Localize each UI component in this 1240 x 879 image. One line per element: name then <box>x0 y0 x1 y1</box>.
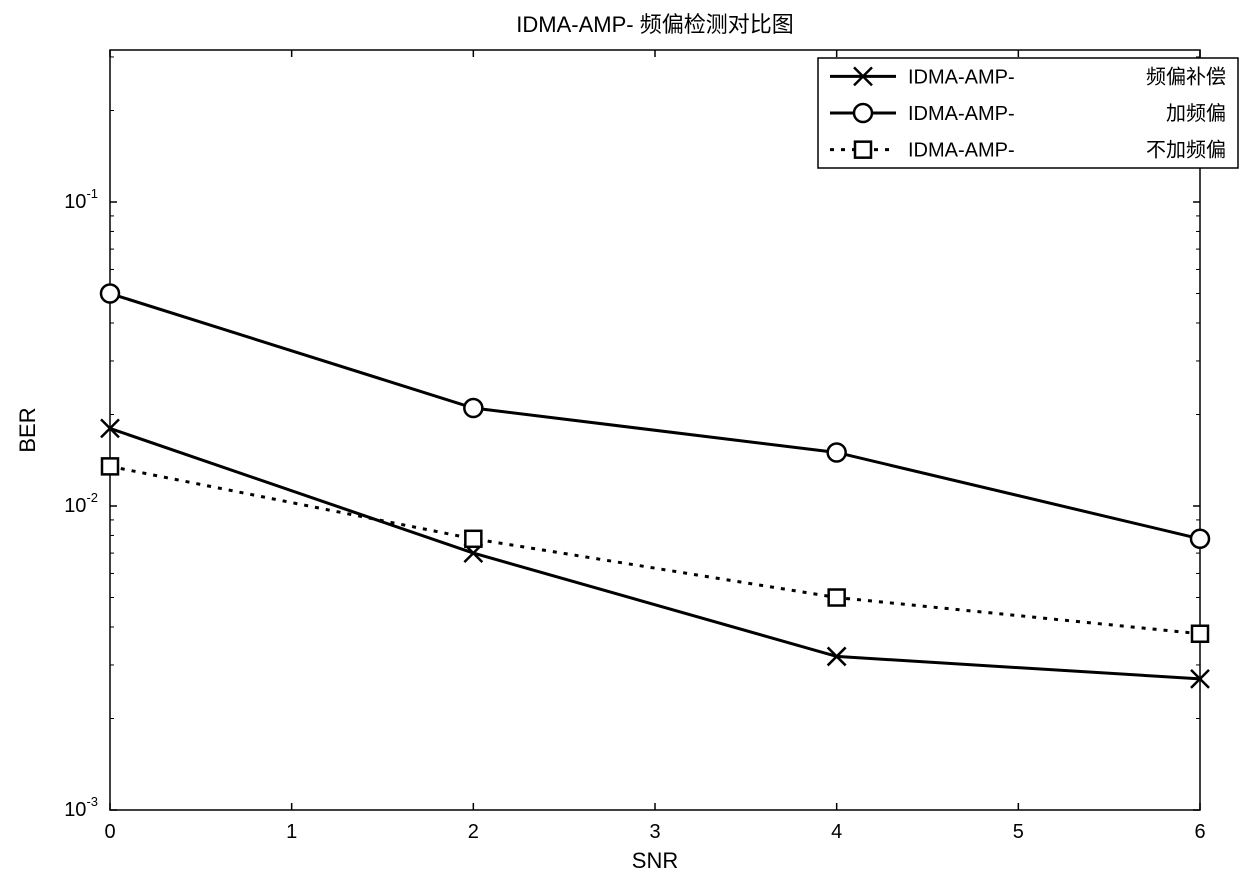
marker-circle-icon <box>854 104 872 122</box>
x-tick-label: 6 <box>1194 821 1205 843</box>
marker-circle-icon <box>101 285 119 303</box>
x-tick-label: 1 <box>286 821 297 843</box>
marker-square-icon <box>1192 626 1208 642</box>
x-tick-label: 4 <box>831 821 842 843</box>
marker-square-icon <box>465 531 481 547</box>
marker-square-icon <box>829 590 845 606</box>
marker-circle-icon <box>464 399 482 417</box>
y-axis-label: BER <box>15 407 40 452</box>
chart-container: 012345610-310-210-1SNRBERIDMA-AMP- 频偏检测对… <box>0 0 1240 879</box>
chart-title: IDMA-AMP- 频偏检测对比图 <box>516 12 793 37</box>
x-axis-label: SNR <box>632 848 678 873</box>
ber-vs-snr-chart: 012345610-310-210-1SNRBERIDMA-AMP- 频偏检测对… <box>0 0 1240 879</box>
x-tick-label: 0 <box>104 821 115 843</box>
marker-square-icon <box>855 142 871 158</box>
marker-square-icon <box>102 458 118 474</box>
marker-circle-icon <box>1191 530 1209 548</box>
x-tick-label: 5 <box>1013 821 1024 843</box>
x-tick-label: 3 <box>649 821 660 843</box>
x-tick-label: 2 <box>468 821 479 843</box>
marker-circle-icon <box>828 443 846 461</box>
